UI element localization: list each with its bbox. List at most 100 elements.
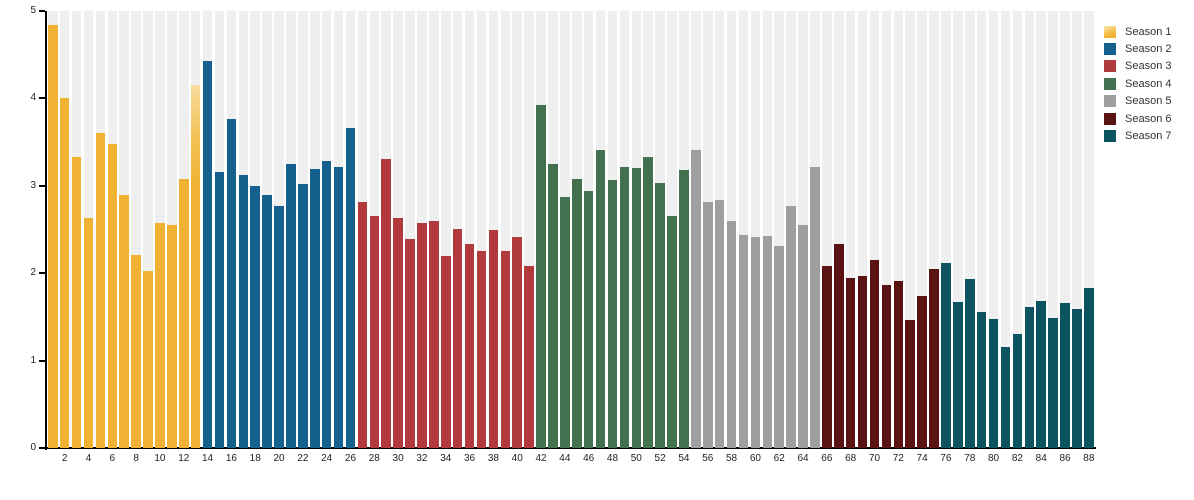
bar-episode-77: [953, 302, 963, 448]
bar-episode-29: [381, 158, 391, 448]
bar-episode-65: [810, 166, 820, 448]
legend-item-season-6: Season 6: [1104, 112, 1171, 125]
legend-label: Season 5: [1125, 95, 1172, 108]
background-stripe: [834, 11, 844, 448]
y-tick-label: 0: [30, 442, 36, 453]
bar-episode-63: [786, 205, 796, 448]
bar-episode-64: [798, 225, 808, 448]
legend-label: Season 3: [1125, 60, 1172, 73]
background-stripe: [1048, 11, 1058, 448]
legend-swatch: [1104, 42, 1116, 55]
x-tick-label: 6: [109, 453, 116, 464]
bar-episode-73: [905, 319, 915, 448]
y-tick-label: 3: [30, 179, 36, 191]
legend-item-season-5: Season 5: [1104, 95, 1171, 108]
bar-episode-22: [298, 184, 308, 448]
background-stripe: [476, 11, 487, 448]
bar-episode-71: [881, 284, 892, 448]
background-stripe: [750, 11, 761, 448]
background-stripe: [1000, 11, 1011, 448]
y-axis-tick: [39, 10, 45, 12]
bar-episode-19: [262, 194, 272, 448]
x-tick-label: 62: [773, 453, 785, 464]
bar-episode-75: [929, 268, 939, 448]
y-axis-tick: [39, 272, 45, 275]
x-tick-label: 44: [559, 453, 571, 464]
bar-episode-79: [976, 311, 987, 448]
bar-episode-1: [48, 25, 58, 448]
x-tick-label: 8: [133, 453, 139, 464]
x-tick-label: 88: [1083, 453, 1095, 464]
background-stripe: [953, 11, 963, 448]
bar-episode-50: [631, 168, 642, 448]
x-tick-label: 18: [249, 453, 261, 464]
background-stripe: [500, 11, 511, 448]
bar-episode-59: [738, 234, 749, 448]
x-tick-label: 84: [1035, 453, 1047, 464]
x-tick-label: 56: [702, 453, 714, 464]
bar-episode-88: [1084, 288, 1094, 448]
legend-item-season-1: Season 1: [1104, 25, 1171, 38]
bar-episode-34: [441, 255, 451, 448]
x-tick-label: 30: [392, 453, 404, 464]
legend-label: Season 6: [1125, 112, 1172, 125]
bar-episode-5: [95, 132, 106, 448]
bar-episode-43: [548, 163, 558, 448]
bar-episode-62: [774, 246, 784, 448]
background-stripe: [929, 11, 939, 448]
x-tick-label: 52: [654, 453, 666, 464]
bar-episode-40: [512, 237, 522, 448]
bar-episode-57: [714, 199, 725, 448]
bar-episode-55: [691, 150, 701, 448]
bars-layer: [48, 11, 1096, 448]
x-tick-label: 28: [368, 453, 380, 464]
bar-episode-13: [190, 85, 201, 448]
bar-episode-67: [834, 243, 844, 448]
legend-swatch: [1104, 77, 1116, 90]
bar-episode-83: [1024, 307, 1035, 448]
bar-episode-31: [405, 239, 415, 448]
bar-episode-86: [1060, 302, 1070, 448]
bar-episode-9: [143, 270, 153, 448]
bar-episode-16: [226, 119, 237, 448]
bar-episode-14: [202, 60, 213, 448]
x-tick-label: 40: [511, 453, 523, 464]
x-tick-label: 50: [630, 453, 642, 464]
bar-episode-81: [1000, 346, 1011, 448]
legend-label: Season 7: [1125, 129, 1172, 142]
bar-episode-10: [155, 222, 165, 448]
y-axis-tick: [39, 447, 45, 449]
x-tick-label: 38: [487, 453, 499, 464]
bar-episode-6: [107, 143, 118, 448]
bar-episode-74: [917, 295, 927, 448]
legend-item-season-3: Season 3: [1104, 60, 1171, 73]
x-tick-label: 58: [726, 453, 738, 464]
x-tick-label: 72: [892, 453, 904, 464]
bar-episode-45: [572, 178, 582, 448]
bar-episode-36: [464, 243, 475, 448]
bar-episode-18: [250, 185, 260, 448]
background-stripe: [1084, 11, 1094, 448]
background-stripe: [941, 11, 951, 448]
bar-episode-51: [643, 157, 653, 448]
x-tick-label: 60: [749, 453, 761, 464]
background-stripe: [131, 11, 141, 448]
bar-episode-82: [1012, 334, 1023, 448]
x-tick-label: 86: [1059, 453, 1071, 464]
x-tick-label: 34: [440, 453, 452, 464]
bar-episode-26: [345, 128, 356, 448]
bar-episode-24: [321, 160, 332, 448]
background-stripe: [905, 11, 915, 448]
background-stripe: [976, 11, 987, 448]
y-tick-label: 5: [30, 5, 36, 16]
bar-episode-37: [476, 251, 487, 448]
bar-episode-42: [536, 105, 546, 448]
legend-swatch: [1104, 60, 1116, 73]
bar-episode-78: [965, 279, 975, 448]
bar-episode-66: [822, 266, 832, 448]
x-tick-label: 66: [821, 453, 833, 464]
background-stripe: [1060, 11, 1070, 448]
bar-episode-49: [619, 166, 630, 448]
legend-swatch: [1104, 95, 1116, 108]
legend-label: Season 4: [1125, 77, 1172, 90]
